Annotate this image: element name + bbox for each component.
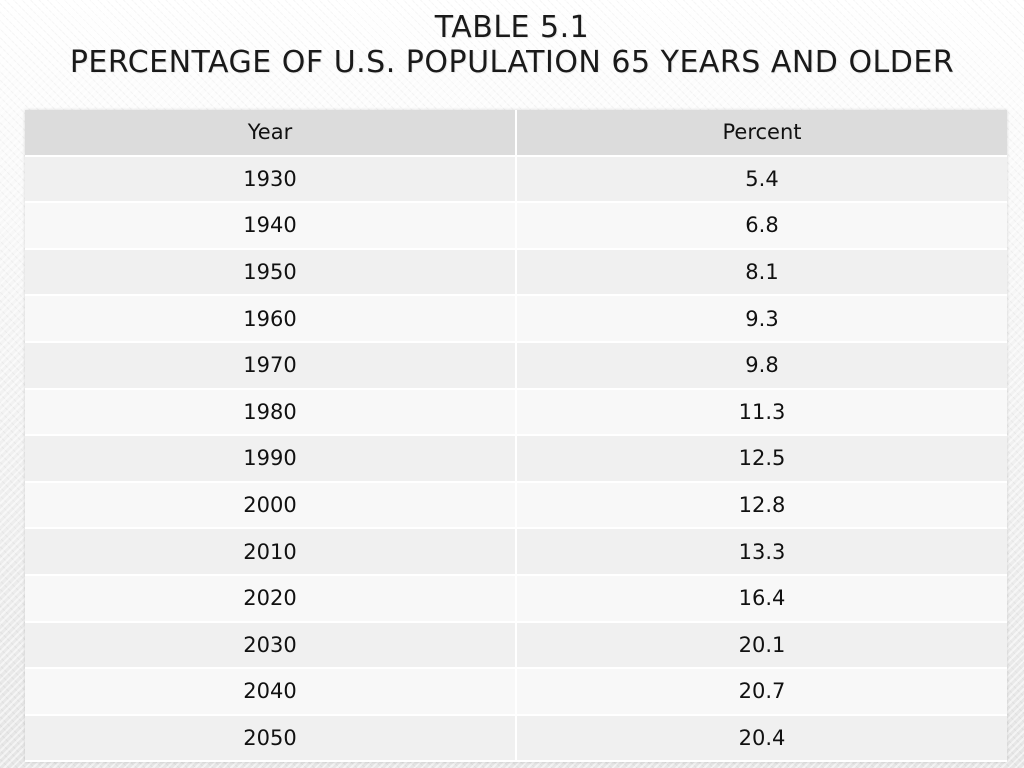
cell-year: 2020 (25, 574, 517, 623)
table-row: 1990 12.5 (25, 435, 1007, 483)
table-row: 2030 20.1 (25, 621, 1007, 670)
cell-percent: 9.3 (516, 295, 1007, 343)
header-percent: Percent (516, 110, 1007, 157)
population-table: Year Percent 1930 5.4 1940 6.8 1950 8.1 (25, 110, 1007, 763)
cell-percent: 8.1 (516, 248, 1007, 297)
table-row: 1930 5.4 (25, 155, 1007, 204)
table-header-row: Year Percent (25, 110, 1007, 157)
cell-percent: 6.8 (516, 202, 1007, 250)
cell-year: 2040 (25, 668, 517, 716)
table-row: 1970 9.8 (25, 341, 1007, 390)
table-row: 2050 20.4 (25, 714, 1007, 763)
cell-percent: 11.3 (516, 388, 1007, 437)
cell-year: 1930 (25, 155, 517, 204)
cell-year: 2030 (25, 621, 517, 670)
cell-year: 1950 (25, 248, 517, 297)
title-line-1: Table 5.1 (434, 10, 590, 45)
table-row: 2020 16.4 (25, 574, 1007, 623)
header-year: Year (25, 110, 517, 157)
cell-year: 2010 (25, 528, 517, 576)
cell-percent: 9.8 (516, 341, 1007, 390)
data-table-container: Year Percent 1930 5.4 1940 6.8 1950 8.1 (25, 110, 1007, 763)
title-line-2: Percentage of U.S. Population 65 Years a… (69, 45, 955, 80)
cell-year: 1960 (25, 295, 517, 343)
table-row: 2000 12.8 (25, 481, 1007, 530)
cell-year: 2000 (25, 481, 517, 530)
table-row: 1960 9.3 (25, 295, 1007, 343)
cell-year: 2050 (25, 714, 517, 763)
table-row: 1980 11.3 (25, 388, 1007, 437)
table-row: 1950 8.1 (25, 248, 1007, 297)
cell-percent: 16.4 (516, 574, 1007, 623)
cell-year: 1990 (25, 435, 517, 483)
table-row: 2010 13.3 (25, 528, 1007, 576)
slide-title: Table 5.1 Percentage of U.S. Population … (0, 10, 1024, 80)
cell-percent: 20.7 (516, 668, 1007, 716)
cell-percent: 13.3 (516, 528, 1007, 576)
cell-percent: 12.5 (516, 435, 1007, 483)
table-row: 1940 6.8 (25, 202, 1007, 250)
cell-percent: 20.4 (516, 714, 1007, 763)
cell-year: 1980 (25, 388, 517, 437)
cell-year: 1970 (25, 341, 517, 390)
cell-percent: 12.8 (516, 481, 1007, 530)
table-row: 2040 20.7 (25, 668, 1007, 716)
cell-year: 1940 (25, 202, 517, 250)
cell-percent: 5.4 (516, 155, 1007, 204)
cell-percent: 20.1 (516, 621, 1007, 670)
